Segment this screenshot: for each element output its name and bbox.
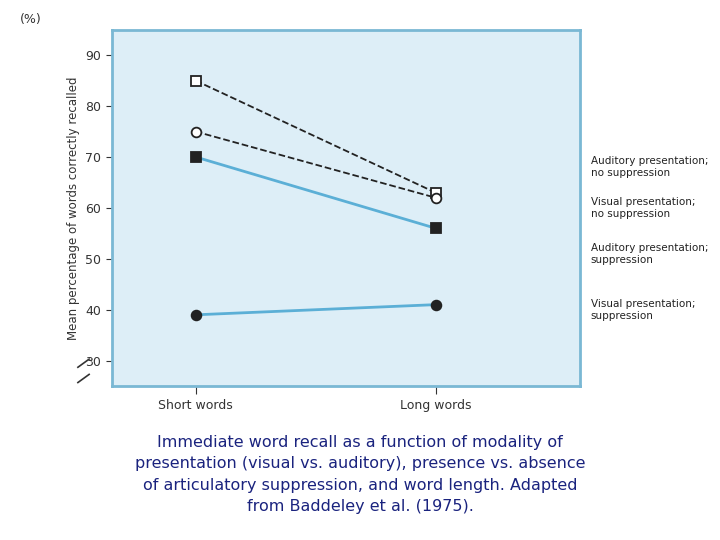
Y-axis label: Mean percentage of words correctly recalled: Mean percentage of words correctly recal…: [67, 76, 80, 340]
Text: Visual presentation;
no suppression: Visual presentation; no suppression: [590, 197, 696, 219]
Text: Auditory presentation;
no suppression: Auditory presentation; no suppression: [590, 157, 708, 178]
Text: Auditory presentation;
suppression: Auditory presentation; suppression: [590, 243, 708, 265]
Text: Visual presentation;
suppression: Visual presentation; suppression: [590, 299, 696, 321]
Text: (%): (%): [20, 13, 42, 26]
Text: Immediate word recall as a function of modality of
presentation (visual vs. audi: Immediate word recall as a function of m…: [135, 435, 585, 515]
